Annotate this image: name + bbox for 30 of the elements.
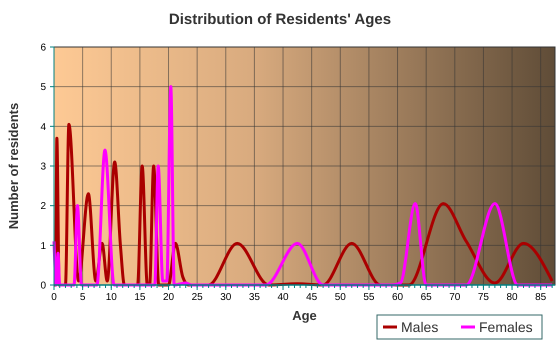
x-tick-label: 25 bbox=[192, 292, 204, 303]
x-tick-label: 35 bbox=[248, 292, 260, 303]
x-tick-label: 50 bbox=[334, 292, 346, 303]
x-tick-label: 80 bbox=[506, 292, 518, 303]
y-tick-label: 5 bbox=[40, 82, 46, 94]
x-tick-label: 85 bbox=[535, 292, 547, 303]
x-tick-label: 55 bbox=[363, 292, 375, 303]
x-tick-label: 15 bbox=[134, 292, 146, 303]
x-axis-title: Age bbox=[292, 308, 317, 323]
y-tick-label: 3 bbox=[40, 162, 46, 172]
x-tick-label: 20 bbox=[162, 292, 175, 303]
x-tick-label: 0 bbox=[51, 292, 58, 303]
x-tick-label: 60 bbox=[392, 292, 404, 303]
chart-title: Distribution of Residents' Ages bbox=[168, 11, 392, 28]
y-tick-label: 1 bbox=[40, 240, 46, 252]
x-tick-label: 40 bbox=[277, 292, 290, 303]
legend-label: Males bbox=[401, 319, 438, 335]
y-tick-label: 0 bbox=[40, 280, 46, 292]
y-axis-title: Number of residents bbox=[6, 102, 21, 230]
y-tick-label: 2 bbox=[40, 201, 46, 212]
y-tick-label: 6 bbox=[40, 42, 46, 54]
x-tick-label: 30 bbox=[220, 292, 232, 303]
x-tick-label: 70 bbox=[449, 292, 461, 303]
x-tick-label: 10 bbox=[106, 292, 118, 303]
y-tick-label: 4 bbox=[40, 122, 46, 133]
x-tick-label: 45 bbox=[306, 292, 318, 303]
x-tick-label: 5 bbox=[80, 292, 86, 303]
legend-label: Females bbox=[479, 319, 533, 335]
x-tick-label: 65 bbox=[420, 292, 432, 303]
x-tick-label: 75 bbox=[478, 292, 490, 303]
